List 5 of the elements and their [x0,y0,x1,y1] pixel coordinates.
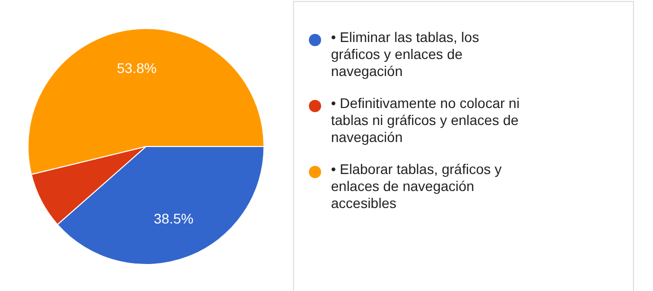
legend-label: • Elaborar tablas, gráficos y enlaces de navegación accesibles [331,161,502,211]
legend-label: • Eliminar las tablas, los gráficos y enlaces de navegación [331,29,480,79]
legend-label: • Definitivamente no colocar ni tablas ni gráficos y enlaces de navegación [331,95,520,145]
data-label: 53.8% [116,60,157,76]
data-label: 38.5% [154,210,194,226]
